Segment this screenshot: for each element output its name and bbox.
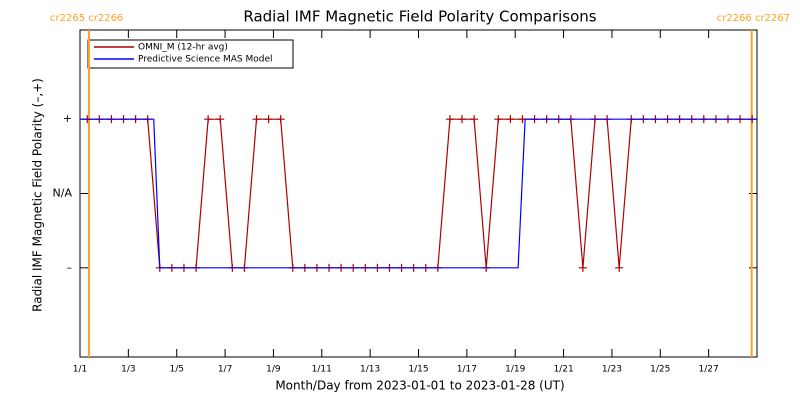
point-marker xyxy=(506,115,515,124)
point-marker xyxy=(264,115,273,124)
series-line xyxy=(80,118,757,269)
point-marker xyxy=(578,263,587,272)
x-axis-label: Month/Day from 2023-01-01 to 2023-01-28 … xyxy=(275,379,564,393)
point-marker xyxy=(470,115,479,124)
y-tick-label: – xyxy=(67,261,73,274)
point-marker xyxy=(458,115,467,124)
x-tick-label: 1/25 xyxy=(650,365,670,375)
point-marker xyxy=(615,263,624,272)
y-tick-label: N/A xyxy=(53,187,73,200)
x-tick-label: 1/5 xyxy=(169,365,183,375)
x-tick-label: 1/1 xyxy=(73,365,87,375)
point-marker xyxy=(216,115,225,124)
legend-box xyxy=(87,39,294,69)
y-tick-label: + xyxy=(63,112,72,125)
point-marker xyxy=(276,115,285,124)
boundary-label: cr2266 cr2267 xyxy=(717,13,790,24)
chart-title: Radial IMF Magnetic Field Polarity Compa… xyxy=(243,8,596,26)
plot-frame xyxy=(79,29,758,358)
legend-label: OMNI_M (12-hr avg) xyxy=(138,43,228,53)
x-tick-label: 1/23 xyxy=(602,365,622,375)
x-tick-label: 1/11 xyxy=(312,365,332,375)
point-marker xyxy=(494,115,503,124)
legend-label: Predictive Science MAS Model xyxy=(138,55,273,65)
point-marker xyxy=(445,115,454,124)
x-tick-label: 1/13 xyxy=(360,365,380,375)
y-axis-label: Radial IMF Magnetic Field Polarity (–,+) xyxy=(31,78,45,312)
x-tick-label: 1/27 xyxy=(699,365,719,375)
x-tick-label: 1/19 xyxy=(505,365,525,375)
point-marker xyxy=(252,115,261,124)
x-tick-label: 1/15 xyxy=(408,365,428,375)
x-tick-label: 1/21 xyxy=(553,365,573,375)
x-tick-label: 1/17 xyxy=(457,365,477,375)
x-tick-label: 1/9 xyxy=(266,365,281,375)
point-marker xyxy=(204,115,213,124)
x-tick-label: 1/7 xyxy=(218,365,232,375)
x-tick-label: 1/3 xyxy=(121,365,135,375)
boundary-label: cr2265 cr2266 xyxy=(50,13,123,24)
series-line xyxy=(87,118,753,269)
